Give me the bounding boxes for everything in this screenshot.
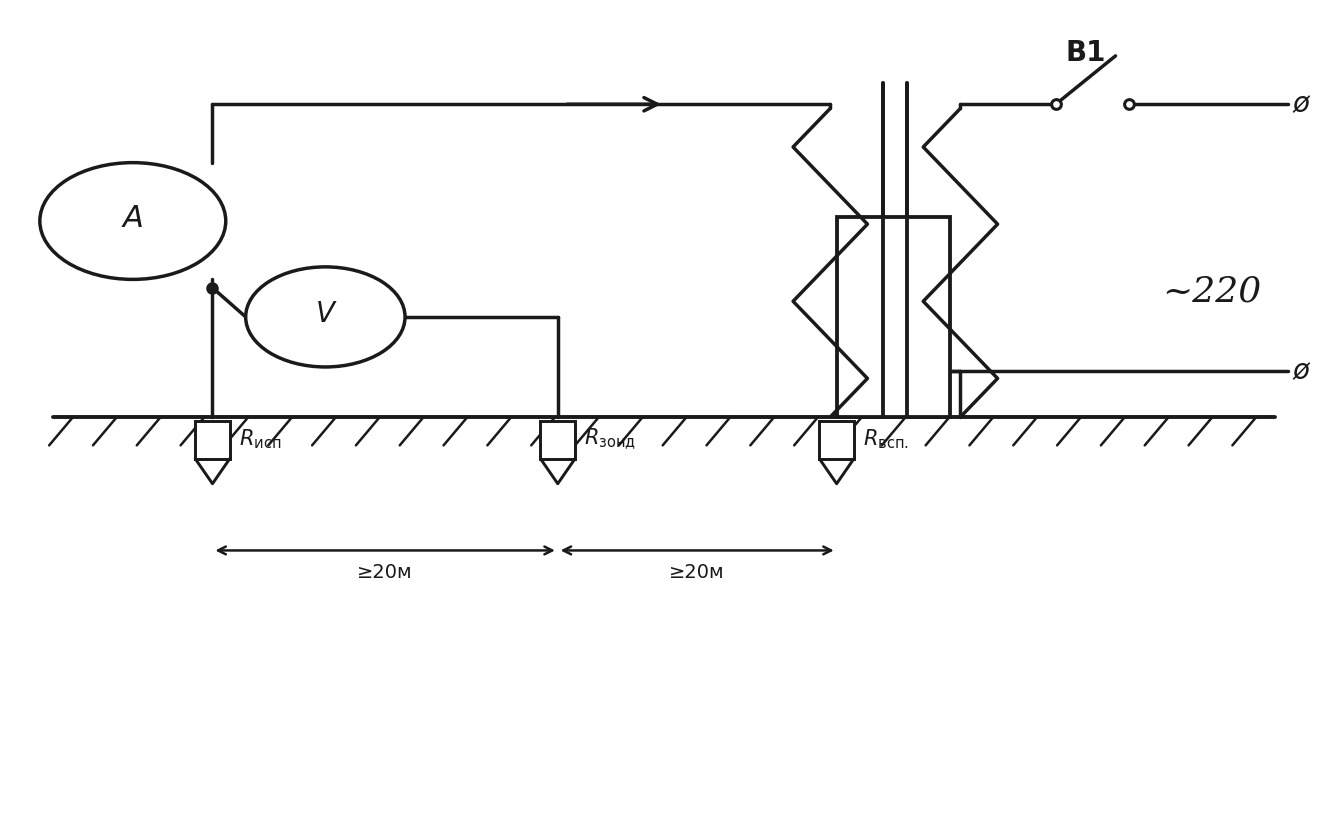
Text: A: A	[122, 204, 143, 233]
Bar	[540, 421, 575, 459]
Text: ≥20м: ≥20м	[669, 563, 725, 582]
Bar	[195, 421, 230, 459]
Text: ø: ø	[1292, 90, 1309, 118]
Text: ~220: ~220	[1162, 275, 1262, 309]
Circle shape	[246, 267, 405, 367]
Text: ≥20м: ≥20м	[357, 563, 413, 582]
Text: $R_{\rm всп.}$: $R_{\rm всп.}$	[863, 427, 910, 450]
Text: $R_{\rm зонд}$: $R_{\rm зонд}$	[584, 427, 636, 452]
Text: ø: ø	[1292, 357, 1309, 385]
Text: $R_{\rm исп}$: $R_{\rm исп}$	[239, 427, 282, 450]
Text: B1: B1	[1065, 38, 1106, 67]
Circle shape	[40, 163, 226, 279]
Bar	[819, 421, 854, 459]
Text: V: V	[316, 300, 335, 329]
Bar	[837, 217, 950, 417]
